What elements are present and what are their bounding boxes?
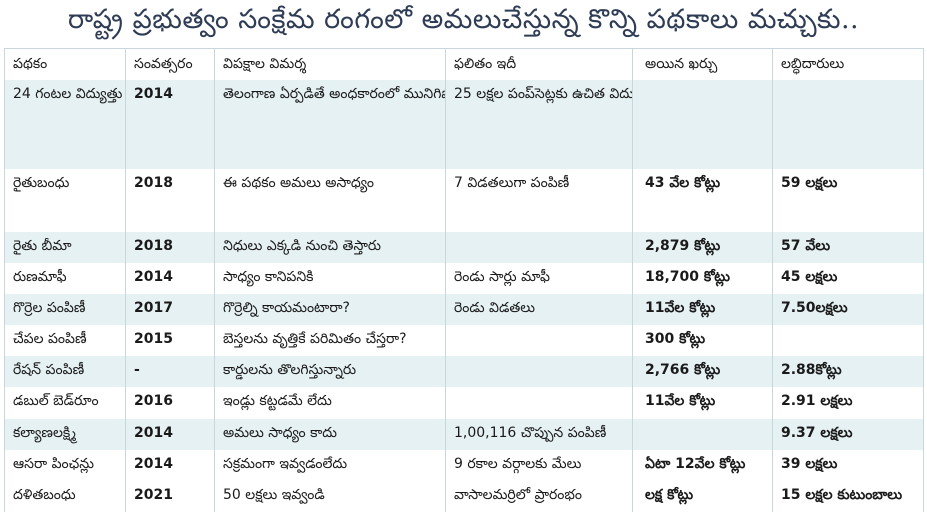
year-cell: 2015: [125, 325, 215, 357]
result-cell: [445, 356, 633, 388]
scheme-cell: గొర్రెల పంపిణీ: [4, 293, 126, 326]
table-row: కల్యాణలక్ష్మి 2014 అమలు సాధ్యం కాదు 1,00,11…: [4, 418, 924, 450]
result-cell: [445, 325, 633, 357]
beneficiaries-cell: 39 లక్షలు: [772, 449, 924, 481]
beneficiaries-cell: 9.37 లక్షలు: [772, 418, 924, 450]
scheme-cell: రేషన్ పంపిణీ: [4, 356, 126, 388]
table-row: దళితబంధు 2021 50 లక్షలు ఇవ్వండి వాసాలమర్రిల…: [4, 480, 924, 512]
criticism-cell: గొర్రెల్ని కాయమంటారా?: [214, 293, 446, 326]
criticism-cell: సక్రమంగా ఇవ్వడంలేదు: [214, 449, 446, 481]
result-cell: రెండు విడతలు: [445, 293, 633, 326]
scheme-cell: రైతు బీమా: [4, 231, 126, 263]
table-header-row: పథకం సంవత్సరం విపక్షాల విమర్శ ఫలితం ఇదీ …: [4, 48, 924, 80]
result-cell: 7 విడతలుగా పంపిణీ: [445, 169, 633, 232]
result-cell: రెండు సార్లు మాఫీ: [445, 262, 633, 294]
result-cell: 9 రకాల వర్గాలకు మేలు: [445, 449, 633, 481]
year-cell: 2016: [125, 387, 215, 419]
result-cell: వాసాలమర్రిలో ప్రారంభం: [445, 480, 633, 512]
table-row: డబుల్ బెడ్‌రూం 2016 ఇండ్లు కట్టడమే లేదు 11వ…: [4, 387, 924, 419]
year-cell: 2017: [125, 293, 215, 326]
table-row: 24 గంటల విద్యుత్తు 2014 తెలంగాణ ఏర్పడితే అ…: [4, 80, 924, 170]
table-row: ఆసరా పింఛన్లు 2014 సక్రమంగా ఇవ్వడంలేదు 9 రక…: [4, 449, 924, 481]
scheme-cell: ఆసరా పింఛన్లు: [4, 449, 126, 481]
column-header: విపక్షాల విమర్శ: [214, 48, 446, 80]
cost-cell: 43 వేల కోట్లు: [632, 169, 773, 232]
result-cell: [445, 387, 633, 419]
column-header: ఫలితం ఇదీ: [445, 48, 633, 80]
table-row: గొర్రెల పంపిణీ 2017 గొర్రెల్ని కాయమంటారా? ర…: [4, 293, 924, 326]
beneficiaries-cell: 45 లక్షలు: [772, 262, 924, 294]
column-header: సంవత్సరం: [125, 48, 215, 80]
beneficiaries-cell: 15 లక్షల కుటుంబాలు: [772, 480, 924, 512]
table-row: చేపల పంపిణీ 2015 బెస్తలను వృత్తికే పరిమితం…: [4, 325, 924, 357]
cost-cell: [632, 418, 773, 450]
criticism-cell: 50 లక్షలు ఇవ్వండి: [214, 480, 446, 512]
beneficiaries-cell: 59 లక్షలు: [772, 169, 924, 232]
scheme-cell: కల్యాణలక్ష్మి: [4, 418, 126, 450]
criticism-cell: బెస్తలను వృత్తికే పరిమితం చేస్తరా?: [214, 325, 446, 357]
cost-cell: 300 కోట్లు: [632, 325, 773, 357]
year-cell: 2021: [125, 480, 215, 512]
beneficiaries-cell: [772, 325, 924, 357]
year-cell: -: [125, 356, 215, 388]
year-cell: 2014: [125, 418, 215, 450]
criticism-cell: తెలంగాణ ఏర్పడితే అంధకారంలో మునిగిపోతుంది: [214, 80, 446, 170]
column-header: పథకం: [4, 48, 126, 80]
scheme-cell: రైతుబంధు: [4, 169, 126, 232]
criticism-cell: ఇండ్లు కట్టడమే లేదు: [214, 387, 446, 419]
beneficiaries-cell: [772, 80, 924, 170]
cost-cell: 18,700 కోట్లు: [632, 262, 773, 294]
criticism-cell: నిధులు ఎక్కడి నుంచి తెస్తారు: [214, 231, 446, 263]
cost-cell: 2,879 కోట్లు: [632, 231, 773, 263]
beneficiaries-cell: 7.50లక్షలు: [772, 293, 924, 326]
cost-cell: ఏటా 12వేల కోట్లు: [632, 449, 773, 481]
scheme-cell: రుణమాఫీ: [4, 262, 126, 294]
cost-cell: లక్ష కోట్లు: [632, 480, 773, 512]
criticism-cell: ఈ పథకం అమలు అసాధ్యం: [214, 169, 446, 232]
scheme-cell: చేపల పంపిణీ: [4, 325, 126, 357]
result-cell: [445, 231, 633, 263]
column-header: లబ్ధిదారులు: [772, 48, 924, 80]
result-cell: 1,00,116 చొప్పున పంపిణీ: [445, 418, 633, 450]
scheme-cell: డబుల్ బెడ్‌రూం: [4, 387, 126, 419]
beneficiaries-cell: 2.91 లక్షలు: [772, 387, 924, 419]
column-header: అయిన ఖర్చు: [632, 48, 773, 80]
criticism-cell: సాధ్యం కానిపనికి: [214, 262, 446, 294]
cost-cell: 11వేల కోట్లు: [632, 387, 773, 419]
result-cell: 25 లక్షల పంప్‌సెట్లకు ఉచిత విద్యుత్తు: [445, 80, 633, 170]
table-row: రేషన్ పంపిణీ - కార్డులను తొలగిస్తున్నారు 2,…: [4, 356, 924, 388]
year-cell: 2018: [125, 169, 215, 232]
cost-cell: 11వేల కోట్లు: [632, 293, 773, 326]
scheme-cell: దళితబంధు: [4, 480, 126, 512]
cost-cell: 2,766 కోట్లు: [632, 356, 773, 388]
headline: రాష్ట్ర ప్రభుత్వం సంక్షేమ రంగంలో అమలుచేస…: [67, 4, 860, 35]
year-cell: 2014: [125, 449, 215, 481]
year-cell: 2014: [125, 262, 215, 294]
table-row: రైతు బీమా 2018 నిధులు ఎక్కడి నుంచి తెస్తార…: [4, 231, 924, 263]
criticism-cell: కార్డులను తొలగిస్తున్నారు: [214, 356, 446, 388]
beneficiaries-cell: 57 వేలు: [772, 231, 924, 263]
cost-cell: [632, 80, 773, 170]
table-row: రైతుబంధు 2018 ఈ పథకం అమలు అసాధ్యం 7 విడతలుగ…: [4, 169, 924, 232]
criticism-cell: అమలు సాధ్యం కాదు: [214, 418, 446, 450]
year-cell: 2014: [125, 80, 215, 170]
scheme-cell: 24 గంటల విద్యుత్తు: [4, 80, 126, 170]
table-row: రుణమాఫీ 2014 సాధ్యం కానిపనికి రెండు సార్లు …: [4, 262, 924, 294]
schemes-table: పథకం సంవత్సరం విపక్షాల విమర్శ ఫలితం ఇదీ …: [4, 48, 924, 512]
beneficiaries-cell: 2.88కోట్లు: [772, 356, 924, 388]
year-cell: 2018: [125, 231, 215, 263]
